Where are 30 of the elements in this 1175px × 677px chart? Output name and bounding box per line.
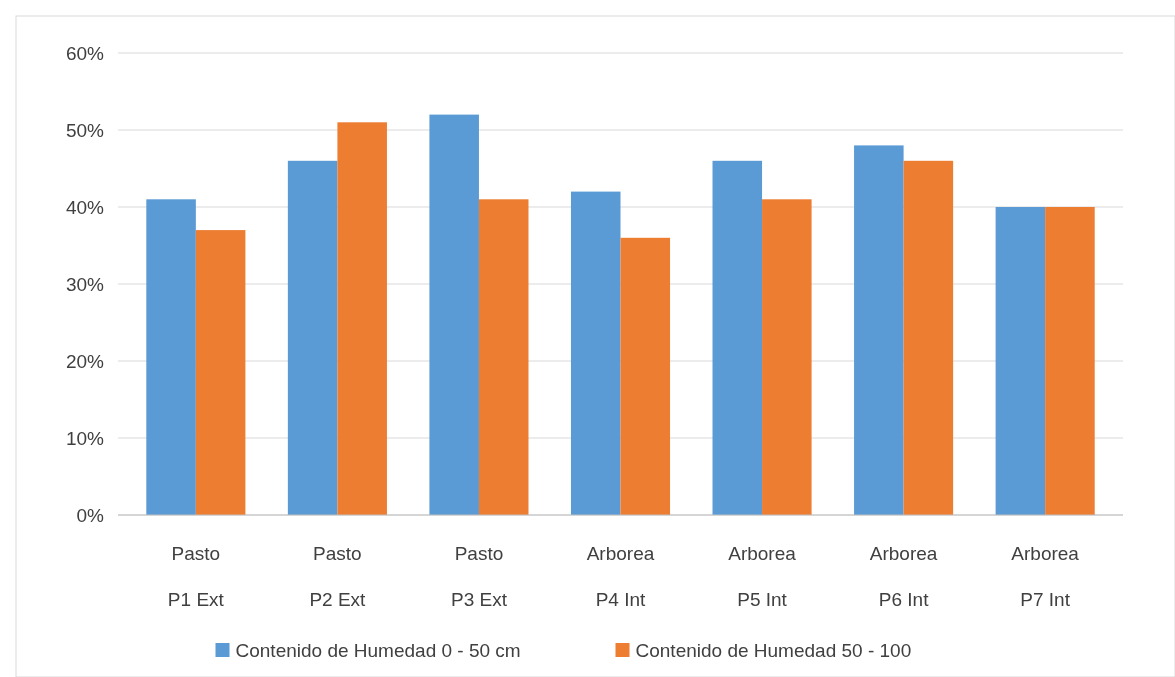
bar: [620, 237, 671, 515]
y-tick-label: 60%: [65, 42, 105, 64]
y-tick-label: 30%: [65, 273, 105, 295]
bar: [337, 122, 387, 515]
bar: [146, 199, 196, 515]
bar: [429, 114, 479, 515]
y-tick-label: 10%: [65, 427, 105, 449]
bar: [195, 230, 246, 515]
category-label: Pasto P3 Ext: [450, 543, 507, 610]
category-label: Arborea P4 Int: [586, 543, 655, 610]
bar: [903, 160, 954, 515]
bar: [1045, 207, 1095, 515]
bar: [995, 207, 1046, 515]
bar: [762, 199, 812, 515]
legend-label: Contenido de Humedad 0 - 50 cm: [235, 639, 521, 661]
category-label: Pasto P1 Ext: [167, 543, 224, 610]
bar: [570, 191, 621, 515]
y-tick-label: 40%: [65, 196, 105, 218]
category-label: Arborea P7 Int: [1011, 543, 1079, 610]
bar: [287, 160, 338, 515]
bar: [712, 160, 763, 515]
category-label: Arborea P6 Int: [869, 543, 938, 610]
y-tick-label: 0%: [76, 504, 105, 526]
category-label: Pasto P2 Ext: [309, 543, 366, 610]
legend-label: Contenido de Humedad 50 - 100: [635, 639, 912, 661]
bar: [478, 199, 529, 515]
bar: [854, 145, 904, 515]
category-label: Arborea P5 Int: [728, 543, 796, 610]
y-tick-label: 20%: [65, 350, 105, 372]
y-tick-label: 50%: [65, 119, 105, 141]
